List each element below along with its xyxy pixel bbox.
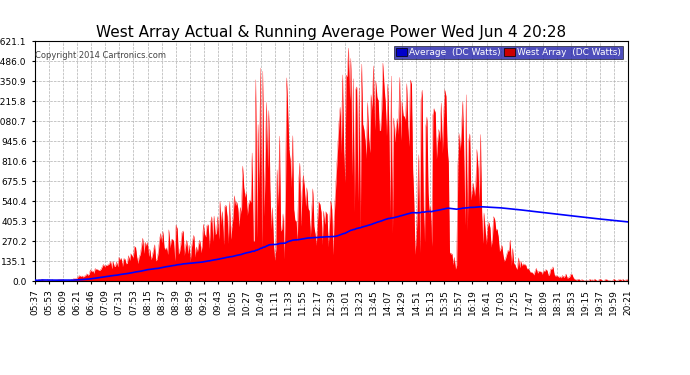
Text: Copyright 2014 Cartronics.com: Copyright 2014 Cartronics.com — [35, 51, 166, 60]
Title: West Array Actual & Running Average Power Wed Jun 4 20:28: West Array Actual & Running Average Powe… — [96, 25, 566, 40]
Legend: Average  (DC Watts), West Array  (DC Watts): Average (DC Watts), West Array (DC Watts… — [393, 46, 623, 59]
